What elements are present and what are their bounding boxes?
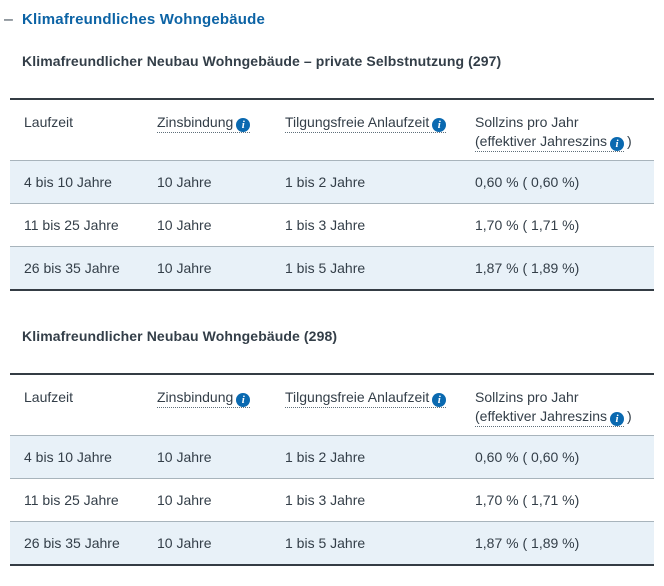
col-header-laufzeit: Laufzeit: [24, 114, 74, 130]
col-header-zinsbindung: Zinsbindung i: [143, 374, 271, 436]
table-row: 4 bis 10 Jahre 10 Jahre 1 bis 2 Jahre 0,…: [10, 435, 654, 479]
page: – Klimafreundliches Wohngebäude Klimafre…: [4, 10, 664, 566]
col-header-anlaufzeit: Tilgungsfreie Anlaufzeit i: [271, 99, 461, 161]
cell-zinsbindung: 10 Jahre: [143, 160, 271, 204]
cell-anlaufzeit: 1 bis 3 Jahre: [271, 478, 461, 522]
cell-zinsbindung: 10 Jahre: [143, 203, 271, 247]
cell-sollzins: 1,87 % ( 1,89 %): [461, 521, 654, 565]
cell-sollzins: 1,70 % ( 1,71 %): [461, 478, 654, 522]
cell-laufzeit: 26 bis 35 Jahre: [10, 246, 143, 290]
collapse-minus-icon[interactable]: –: [4, 11, 13, 28]
table-header-row: Laufzeit Zinsbindung i Tilgungsfreie Anla…: [10, 374, 654, 436]
cell-sollzins: 0,60 % ( 0,60 %): [461, 160, 654, 204]
rates-table-297: Laufzeit Zinsbindung i Tilgungsfreie Anla…: [10, 98, 654, 291]
col-header-zinsbindung: Zinsbindung i: [143, 99, 271, 161]
glossary-term: Zinsbindung i: [157, 114, 251, 133]
cell-laufzeit: 26 bis 35 Jahre: [10, 521, 143, 565]
glossary-term: Tilgungsfreie Anlaufzeit i: [285, 114, 447, 133]
program-heading-298: Klimafreundlicher Neubau Wohngebäude (29…: [22, 328, 338, 344]
table-row: 4 bis 10 Jahre 10 Jahre 1 bis 2 Jahre 0,…: [10, 160, 654, 204]
cell-laufzeit: 11 bis 25 Jahre: [10, 203, 143, 247]
col-header-sollzins: Sollzins pro Jahr (effektiver Jahreszins…: [475, 114, 632, 152]
table-header-row: Laufzeit Zinsbindung i Tilgungsfreie Anla…: [10, 99, 654, 161]
accordion-header[interactable]: – Klimafreundliches Wohngebäude: [4, 10, 664, 30]
info-icon[interactable]: i: [610, 137, 625, 151]
table-row: 11 bis 25 Jahre 10 Jahre 1 bis 3 Jahre 1…: [10, 203, 654, 247]
cell-sollzins: 1,87 % ( 1,89 %): [461, 246, 654, 290]
table-row: 26 bis 35 Jahre 10 Jahre 1 bis 5 Jahre 1…: [10, 246, 654, 290]
cell-anlaufzeit: 1 bis 5 Jahre: [271, 246, 461, 290]
cell-sollzins: 0,60 % ( 0,60 %): [461, 435, 654, 479]
table-row: 26 bis 35 Jahre 10 Jahre 1 bis 5 Jahre 1…: [10, 521, 654, 565]
glossary-term: Zinsbindung i: [157, 389, 251, 408]
cell-zinsbindung: 10 Jahre: [143, 521, 271, 565]
table-row: 11 bis 25 Jahre 10 Jahre 1 bis 3 Jahre 1…: [10, 478, 654, 522]
rates-table-298: Laufzeit Zinsbindung i Tilgungsfreie Anla…: [10, 373, 654, 566]
info-icon[interactable]: i: [432, 393, 447, 407]
col-header-sollzins: Sollzins pro Jahr (effektiver Jahreszins…: [475, 389, 632, 427]
info-icon[interactable]: i: [236, 393, 251, 407]
cell-zinsbindung: 10 Jahre: [143, 435, 271, 479]
cell-anlaufzeit: 1 bis 2 Jahre: [271, 435, 461, 479]
cell-zinsbindung: 10 Jahre: [143, 478, 271, 522]
cell-anlaufzeit: 1 bis 3 Jahre: [271, 203, 461, 247]
info-icon[interactable]: i: [610, 412, 625, 426]
accordion-title[interactable]: Klimafreundliches Wohngebäude: [22, 11, 266, 28]
info-icon[interactable]: i: [236, 118, 251, 132]
program-heading-297: Klimafreundlicher Neubau Wohngebäude – p…: [22, 53, 502, 69]
glossary-term: (effektiver Jahreszins i: [475, 408, 625, 427]
cell-laufzeit: 11 bis 25 Jahre: [10, 478, 143, 522]
col-header-anlaufzeit: Tilgungsfreie Anlaufzeit i: [271, 374, 461, 436]
info-icon[interactable]: i: [432, 118, 447, 132]
cell-laufzeit: 4 bis 10 Jahre: [10, 160, 143, 204]
cell-anlaufzeit: 1 bis 2 Jahre: [271, 160, 461, 204]
cell-zinsbindung: 10 Jahre: [143, 246, 271, 290]
cell-sollzins: 1,70 % ( 1,71 %): [461, 203, 654, 247]
cell-laufzeit: 4 bis 10 Jahre: [10, 435, 143, 479]
cell-anlaufzeit: 1 bis 5 Jahre: [271, 521, 461, 565]
col-header-laufzeit: Laufzeit: [24, 389, 74, 405]
glossary-term: Tilgungsfreie Anlaufzeit i: [285, 389, 447, 408]
glossary-term: (effektiver Jahreszins i: [475, 133, 625, 152]
